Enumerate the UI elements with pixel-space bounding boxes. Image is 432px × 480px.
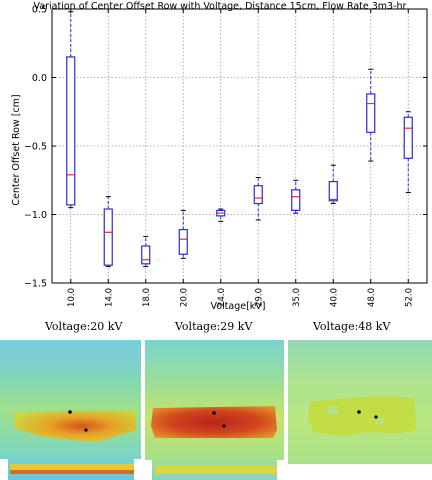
box xyxy=(141,245,151,265)
marker-dot xyxy=(222,424,226,428)
heatmap-20kv-image xyxy=(0,340,141,480)
heatmap-48kv xyxy=(288,340,432,480)
x-tick-label: 14.0 xyxy=(104,288,114,307)
x-tick-label: 35.0 xyxy=(292,288,302,307)
heatmap-48kv-image xyxy=(288,340,432,480)
box xyxy=(291,189,301,211)
y-tick-label: 0.5 xyxy=(32,5,47,16)
heatmap-title-20kv: Voltage:20 kV xyxy=(45,320,123,333)
x-tick-label: 18.0 xyxy=(142,288,152,307)
marker-dot xyxy=(212,411,216,415)
box xyxy=(328,181,338,202)
box xyxy=(178,228,188,255)
y-tick-label: −1.5 xyxy=(24,279,47,290)
heatmap-title-29kv: Voltage:29 kV xyxy=(175,320,253,333)
heatmap-29kv xyxy=(145,340,284,480)
x-tick-label: 48.0 xyxy=(367,288,377,307)
heatmap-title-48kv: Voltage:48 kV xyxy=(313,320,391,333)
heatmap-29kv-image xyxy=(145,340,284,480)
marker-dot xyxy=(68,410,72,414)
x-tick-label: 20.0 xyxy=(179,288,189,307)
marker-dot xyxy=(374,415,378,419)
x-tick-label: 52.0 xyxy=(404,288,414,307)
x-axis-label: Voltage[kV] xyxy=(210,301,265,312)
y-tick-label: −0.5 xyxy=(24,142,47,153)
box xyxy=(66,56,76,206)
heatmap-20kv xyxy=(0,340,141,480)
box xyxy=(403,116,413,159)
box-plot-chart: Variation of Center Offset Row with Volt… xyxy=(11,1,428,312)
x-tick-label: 40.0 xyxy=(329,288,339,307)
y-tick-label: −1.0 xyxy=(24,210,47,221)
y-tick-label: 0.0 xyxy=(32,73,47,84)
x-tick-label: 29.0 xyxy=(254,288,264,307)
x-tick-label: 10.0 xyxy=(67,288,77,307)
box xyxy=(366,93,376,133)
chart-title: Variation of Center Offset Row with Volt… xyxy=(34,1,407,12)
hot-region xyxy=(308,396,416,436)
marker-dot xyxy=(84,428,88,432)
hot-region xyxy=(14,410,136,442)
y-axis-label: Center Offset Row [cm] xyxy=(11,94,22,205)
marker-dot xyxy=(357,410,361,414)
box xyxy=(103,208,113,266)
x-tick-label: 24.0 xyxy=(217,288,227,307)
hot-region xyxy=(151,406,277,438)
box xyxy=(253,185,263,205)
